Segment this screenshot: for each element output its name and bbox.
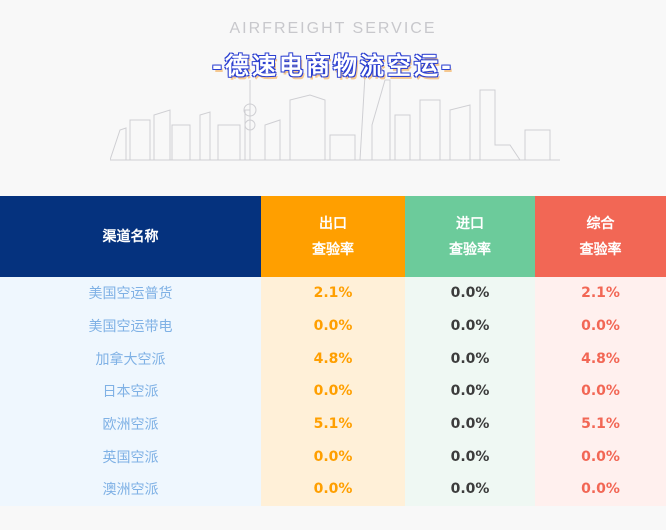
import-rate-cell: 0.0%	[405, 309, 535, 343]
channel-name-cell: 加拿大空派	[0, 342, 261, 376]
header-label: 查验率	[449, 241, 491, 258]
table-row: 欧洲空派 5.1% 0.0% 5.1%	[0, 407, 666, 441]
import-rate-cell: 0.0%	[405, 440, 535, 474]
hero-banner: AIRFREIGHT SERVICE -德速电商物流空运-	[0, 0, 666, 196]
header-export-rate: 出口 查验率	[261, 196, 405, 277]
table-row: 日本空派 0.0% 0.0% 0.0%	[0, 375, 666, 408]
header-label: 查验率	[312, 241, 354, 258]
header-label: 综合	[586, 215, 615, 232]
channel-name-cell: 美国空运普货	[0, 277, 261, 310]
table-row: 英国空派 0.0% 0.0% 0.0%	[0, 440, 666, 474]
header-label: 进口	[456, 215, 484, 232]
channel-name-cell: 日本空派	[0, 375, 261, 408]
export-rate-cell: 0.0%	[261, 309, 405, 343]
hero-subtitle: AIRFREIGHT SERVICE	[229, 20, 437, 37]
export-rate-cell: 4.8%	[261, 342, 405, 376]
total-rate-cell: 4.8%	[535, 342, 666, 376]
export-rate-cell: 5.1%	[261, 407, 405, 441]
total-rate-cell: 0.0%	[535, 473, 666, 506]
total-rate-cell: 5.1%	[535, 407, 666, 441]
city-skyline-illustration	[110, 74, 560, 161]
inspection-rate-table: 渠道名称 出口 查验率 进口 查验率 综合 查验率 美国空运普货 2.1% 0.0% 2.1…	[0, 196, 666, 506]
table-row: 澳洲空派 0.0% 0.0% 0.0%	[0, 473, 666, 506]
import-rate-cell: 0.0%	[405, 407, 535, 441]
export-rate-cell: 2.1%	[261, 277, 405, 310]
table-header-row: 渠道名称 出口查验率 进口查验率 综合查验率	[0, 196, 666, 277]
import-rate-cell: 0.0%	[405, 375, 535, 408]
table-row: 美国空运带电 0.0% 0.0% 0.0%	[0, 309, 666, 343]
import-rate-cell: 0.0%	[405, 342, 535, 376]
header-label: 渠道名称	[102, 228, 159, 245]
channel-name-cell: 美国空运带电	[0, 309, 261, 343]
hero-title: -德速电商物流空运-	[212, 52, 454, 80]
table-row: 加拿大空派 4.8% 0.0% 4.8%	[0, 342, 666, 376]
channel-name-cell: 欧洲空派	[0, 407, 261, 441]
export-rate-cell: 0.0%	[261, 375, 405, 408]
table-row: 美国空运普货 2.1% 0.0% 2.1%	[0, 277, 666, 310]
header-import-rate: 进口 查验率	[405, 196, 535, 277]
header-label: 出口	[319, 215, 347, 232]
channel-name-cell: 英国空派	[0, 440, 261, 474]
total-rate-cell: 0.0%	[535, 309, 666, 343]
total-rate-cell: 0.0%	[535, 375, 666, 408]
export-rate-cell: 0.0%	[261, 440, 405, 474]
channel-name-cell: 澳洲空派	[0, 473, 261, 506]
header-label: 查验率	[579, 241, 622, 258]
header-channel-name: 渠道名称	[0, 196, 261, 277]
export-rate-cell: 0.0%	[261, 473, 405, 506]
total-rate-cell: 2.1%	[535, 277, 666, 310]
import-rate-cell: 0.0%	[405, 473, 535, 506]
header-total-rate: 综合 查验率	[535, 196, 666, 277]
import-rate-cell: 0.0%	[405, 277, 535, 310]
total-rate-cell: 0.0%	[535, 440, 666, 474]
